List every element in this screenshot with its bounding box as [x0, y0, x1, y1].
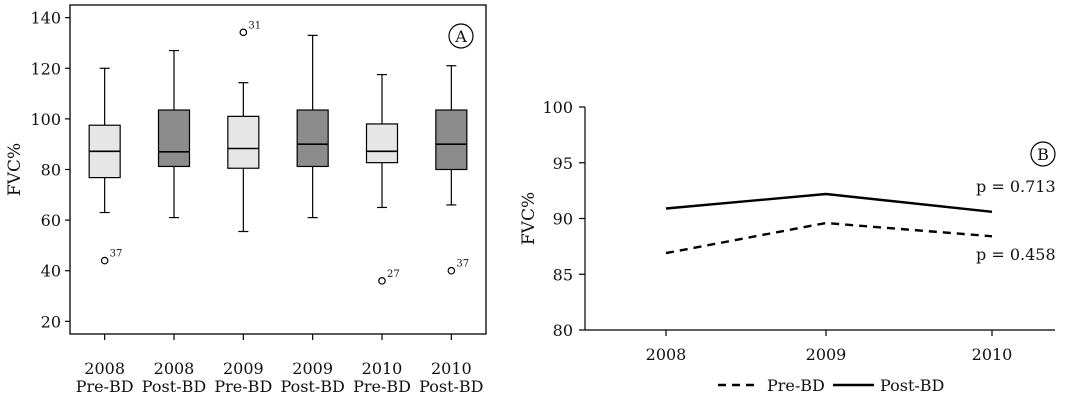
x-tick-label-b: 2010: [972, 345, 1013, 364]
x-tick-label-year: 2010: [362, 359, 403, 378]
x-tick-label-b: 2009: [806, 345, 847, 364]
y-tick-label-a: 120: [30, 59, 61, 78]
x-tick-label-year: 2008: [84, 359, 125, 378]
x-tick-label-group: Pre-BD: [76, 377, 134, 396]
y-tick-label-b: 95: [553, 154, 573, 173]
y-tick-label-a: 40: [41, 262, 61, 281]
legend-label-pre-bd: Pre-BD: [767, 376, 825, 395]
panel-b-line-chart: 80 85 90 95 100 FVC% 2008 2009 2010 Bp = 0.713 p =…: [519, 98, 1056, 395]
y-axis-label-a: FVC%: [5, 143, 25, 196]
box-iqr: [227, 115, 260, 169]
y-axis-label-b: FVC%: [519, 192, 539, 245]
y-tick-label-b: 85: [553, 265, 573, 284]
x-tick-label-b: 2008: [646, 345, 687, 364]
x-tick-label-year: 2008: [154, 359, 195, 378]
outlier-label: 37: [110, 249, 123, 260]
outlier-label: 27: [387, 269, 400, 280]
panel-a-boxplot: 20406080100120140FVC%A372008Pre-BD2008Po…: [5, 4, 487, 396]
x-tick-label-year: 2010: [431, 359, 472, 378]
y-tick-label-a: 100: [30, 110, 61, 129]
box-iqr: [365, 123, 399, 164]
y-tick-label-b: 80: [553, 321, 573, 340]
series-line-post-bd: [665, 192, 993, 213]
x-tick-label-group: Post-BD: [419, 377, 483, 396]
y-tick-label-b: 100: [542, 98, 573, 117]
x-tick-label-year: 2009: [292, 359, 333, 378]
outlier-label: 37: [456, 259, 469, 270]
legend: Pre-BD Post-BD: [718, 376, 944, 395]
outlier-label: 31: [248, 20, 261, 31]
panel-a-badge-label: A: [454, 27, 467, 46]
outlier-point: [239, 28, 248, 37]
y-tick-label-b: 90: [553, 210, 573, 229]
x-tick-label-year: 2009: [223, 359, 264, 378]
p-value-pre-bd: p = 0.458: [976, 245, 1056, 264]
x-tick-label-group: Post-BD: [142, 377, 206, 396]
panel-b-badge-label: B: [1037, 145, 1049, 164]
panel-a-badge-circle: [448, 23, 474, 49]
x-tick-label-group: Pre-BD: [214, 377, 272, 396]
y-tick-label-a: 140: [30, 9, 61, 28]
y-tick-label-a: 60: [41, 211, 61, 230]
x-tick-label-group: Post-BD: [280, 377, 344, 396]
series-line-pre-bd: [665, 221, 993, 255]
y-tick-label-a: 80: [41, 161, 61, 180]
y-tick-label-a: 20: [41, 312, 61, 331]
box-iqr: [296, 109, 329, 168]
p-value-post-bd: p = 0.713: [976, 177, 1056, 196]
outlier-point: [100, 256, 109, 265]
legend-label-post-bd: Post-BD: [880, 376, 944, 395]
outlier-point: [378, 277, 386, 285]
outlier-point: [447, 266, 456, 275]
box-iqr: [157, 109, 191, 168]
plot-frame-a: [69, 4, 487, 335]
box-iqr: [435, 109, 468, 171]
x-tick-label-group: Pre-BD: [353, 377, 411, 396]
panel-b-badge-circle: [1030, 141, 1056, 167]
